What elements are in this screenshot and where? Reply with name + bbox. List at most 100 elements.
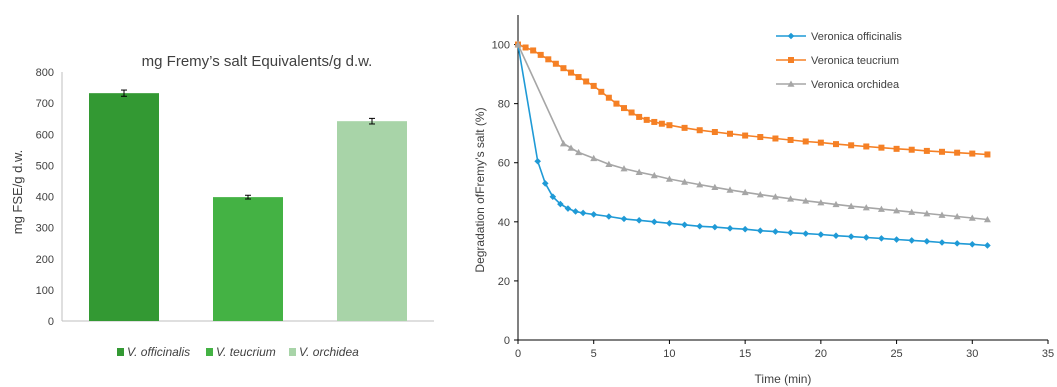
- data-point: [658, 120, 665, 127]
- data-point: [711, 223, 719, 231]
- data-point: [908, 237, 916, 244]
- data-point: [651, 118, 658, 125]
- bar-1: [89, 93, 159, 321]
- bar-y-tick-label: 800: [36, 67, 54, 79]
- legend-label: V. teucrium: [216, 345, 276, 359]
- line-chart-series: [514, 41, 991, 249]
- bar-y-tick-label: 400: [36, 192, 54, 204]
- data-point: [833, 141, 839, 148]
- x-tick-label: 35: [1042, 348, 1054, 360]
- line-chart-legend: Veronica officinalis Veronica teucrium Ver…: [776, 31, 902, 91]
- data-point: [817, 139, 824, 146]
- data-point: [605, 213, 613, 220]
- bar-3: [337, 121, 407, 322]
- bar-y-tick-label: 100: [36, 285, 54, 297]
- data-point: [847, 233, 855, 240]
- bar-chart-bars: [89, 89, 407, 322]
- series-2: [515, 41, 991, 158]
- data-point: [939, 148, 945, 155]
- y-tick-label: 0: [504, 335, 510, 347]
- series-3: [514, 41, 991, 223]
- y-tick-label: 80: [498, 99, 510, 111]
- data-point: [665, 175, 673, 182]
- data-point: [681, 124, 688, 131]
- data-point: [696, 181, 704, 188]
- data-point: [681, 221, 688, 229]
- data-point: [938, 239, 946, 246]
- data-point: [552, 60, 559, 67]
- data-point: [787, 136, 794, 143]
- data-point: [727, 130, 733, 137]
- data-point: [848, 142, 855, 149]
- x-tick-label: 25: [890, 348, 902, 360]
- line-chart-x-axis-label: Time (min): [755, 372, 812, 386]
- data-point: [567, 144, 575, 151]
- data-point: [681, 178, 689, 185]
- data-point: [666, 122, 673, 129]
- data-point: [787, 80, 795, 87]
- data-point: [568, 69, 574, 76]
- bar-y-tick-label: 700: [36, 98, 54, 110]
- bar-y-tick-label: 500: [36, 160, 54, 172]
- data-point: [598, 88, 605, 95]
- data-point: [817, 199, 825, 206]
- data-point: [983, 215, 991, 223]
- data-point: [635, 168, 643, 175]
- bar-chart: mg Fremy’s salt Equivalents/g d.w. mg FS…: [10, 53, 434, 359]
- series-1: [514, 41, 991, 249]
- line-chart-y-axis-label: Degradation ofFremy’s salt (%): [473, 107, 487, 272]
- y-tick-label: 100: [492, 40, 510, 52]
- data-point: [696, 127, 703, 134]
- data-point: [741, 188, 749, 196]
- data-point: [787, 229, 794, 237]
- data-point: [787, 195, 795, 202]
- data-point: [953, 213, 961, 220]
- data-point: [575, 148, 583, 156]
- data-point: [636, 113, 643, 120]
- data-point: [878, 235, 885, 242]
- data-point: [575, 74, 582, 81]
- data-point: [908, 208, 916, 215]
- x-tick-label: 15: [739, 348, 751, 360]
- data-point: [635, 217, 643, 224]
- data-point: [590, 154, 598, 162]
- bar-2: [213, 197, 283, 321]
- data-point: [953, 240, 961, 247]
- data-point: [847, 202, 855, 209]
- data-point: [522, 44, 529, 51]
- data-point: [650, 218, 658, 226]
- data-point: [605, 160, 613, 168]
- data-point: [620, 215, 628, 223]
- y-tick-label: 20: [498, 276, 510, 288]
- line-chart: Degradation ofFremy’s salt (%) Time (min…: [473, 15, 1054, 386]
- data-point: [572, 208, 579, 215]
- x-tick-label: 5: [591, 348, 597, 360]
- bar-chart-legend: V. officinalis V. teucrium V. orchidea: [117, 345, 359, 359]
- data-point: [756, 227, 764, 234]
- data-point: [696, 222, 704, 230]
- data-point: [621, 105, 627, 112]
- data-point: [862, 204, 870, 211]
- bar-chart-title: mg Fremy’s salt Equivalents/g d.w.: [142, 53, 373, 70]
- data-point: [772, 228, 779, 235]
- bar-chart-y-ticks: 0 100 200 300 400 500 600 700 800: [36, 67, 54, 328]
- legend-label: V. orchidea: [299, 345, 359, 359]
- data-point: [802, 230, 810, 237]
- data-point: [666, 219, 673, 227]
- data-point: [537, 51, 544, 58]
- series-line: [517, 44, 988, 247]
- data-point: [605, 94, 612, 101]
- legend-label: V. officinalis: [127, 345, 190, 359]
- data-point: [832, 200, 840, 208]
- data-point: [514, 41, 522, 48]
- data-point: [771, 193, 779, 200]
- data-point: [643, 116, 650, 123]
- data-point: [832, 232, 840, 240]
- data-point: [984, 151, 991, 158]
- legend-label: Veronica teucrium: [811, 55, 899, 67]
- bar-y-tick-label: 600: [36, 129, 54, 141]
- data-point: [802, 138, 809, 145]
- data-point: [938, 211, 946, 218]
- data-point: [628, 109, 635, 116]
